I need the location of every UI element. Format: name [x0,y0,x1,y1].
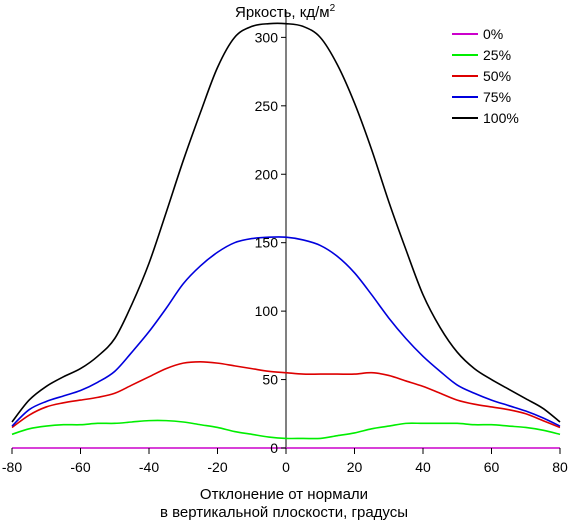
legend: 0% 25% 50% 75% 100% [452,26,519,126]
x-tick-label: 0 [282,459,290,475]
x-tick-label: 20 [347,459,363,475]
series-line-75pct [11,236,561,427]
legend-label-75pct: 75% [483,89,511,105]
x-tick-label: -20 [207,459,227,475]
x-tick-label: -80 [2,459,22,475]
legend-label-0pct: 0% [483,26,503,42]
y-tick-label: 150 [255,235,279,251]
x-tick-label: 80 [552,459,568,475]
x-tick-label: 60 [484,459,500,475]
y-tick-label: 0 [270,440,278,456]
x-axis-title-line1: Отклонение от нормали [200,486,368,503]
series-line-50pct [11,360,561,429]
tick-labels: -80 -60 -40 -20 0 20 40 60 80 0 50 100 150 200 250 300 [2,29,568,475]
series-line-25pct [11,419,561,440]
y-tick-label: 300 [255,29,279,45]
legend-label-25pct: 25% [483,47,511,63]
y-tick-label: 50 [262,372,278,388]
chart-title: Яркость, кд/м2 [235,3,336,21]
series-line-100pct [11,22,561,423]
chart-title-superscript: 2 [330,3,336,14]
x-tick-label: -60 [70,459,90,475]
x-tick-label: 40 [415,459,431,475]
y-tick-label: 250 [255,98,279,114]
legend-label-100pct: 100% [483,110,519,126]
x-tick-label: -40 [139,459,159,475]
legend-label-50pct: 50% [483,68,511,84]
chart-title-text: Яркость, кд/м [235,4,330,21]
x-axis-title-line2: в вертикальной плоскости, градусы [160,504,408,521]
y-tick-label: 100 [255,303,279,319]
y-tick-label: 200 [255,166,279,182]
